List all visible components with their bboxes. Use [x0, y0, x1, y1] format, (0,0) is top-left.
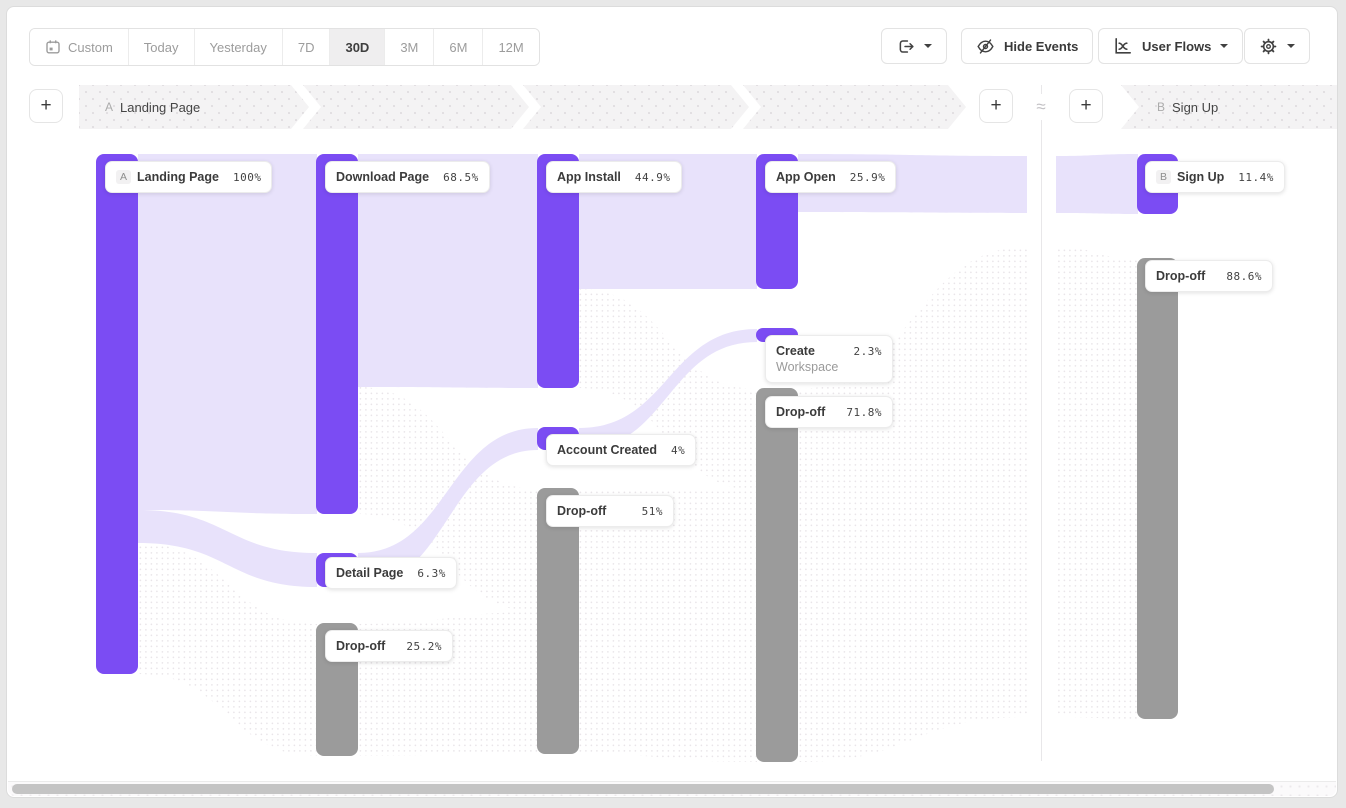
add-step-button-flow-b-start[interactable]: + [1069, 89, 1103, 123]
eye-off-icon [977, 38, 994, 54]
settings-button[interactable] [1244, 28, 1310, 64]
gear-icon [1260, 38, 1277, 54]
node-bar-dropoff-flow-b[interactable] [1137, 258, 1178, 719]
node-bar-dropoff-step4[interactable] [756, 388, 798, 762]
event-flow-ribbons [138, 154, 1138, 587]
flow-a-badge: A [105, 100, 114, 114]
add-step-button-left[interactable]: + [29, 89, 63, 123]
date-range-12m[interactable]: 12M [482, 29, 539, 65]
flow-landing-to-detail[interactable] [138, 510, 317, 587]
user-flows-canvas [96, 154, 1178, 762]
flow-landing-to-download[interactable] [138, 154, 317, 514]
flow-a-step-4-segment[interactable] [743, 85, 966, 129]
view-selector-button[interactable]: User Flows [1098, 28, 1244, 64]
node-badge-a: A [116, 170, 132, 184]
hide-events-label: Hide Events [1004, 38, 1079, 54]
node-label-dropoff-step3[interactable]: Drop-off 51% [546, 495, 674, 527]
node-bar-dropoff-step3[interactable] [537, 488, 579, 754]
date-range-label: Custom [68, 39, 113, 55]
node-badge-b: B [1156, 170, 1172, 184]
chevron-down-icon [1287, 44, 1295, 48]
node-bar-app-install[interactable] [537, 154, 579, 388]
date-range-3m[interactable]: 3M [384, 29, 434, 65]
node-label-dropoff-flow-b[interactable]: Drop-off 88.6% [1145, 260, 1273, 292]
flow-a-step-3-segment[interactable] [523, 85, 749, 129]
node-bar-download-page[interactable] [316, 154, 358, 514]
export-button[interactable] [881, 28, 947, 64]
date-range-6m[interactable]: 6M [433, 29, 483, 65]
node-label-dropoff-step4[interactable]: Drop-off 71.8% [765, 396, 893, 428]
flow-dropoff-continuation-a [798, 247, 1027, 762]
flow-connector-symbol: ≈ [1029, 94, 1053, 120]
flow-b-start-event-label: Sign Up [1172, 99, 1219, 115]
date-range-7d[interactable]: 7D [281, 29, 330, 65]
flow-account-to-createws[interactable] [579, 329, 757, 450]
node-label-landing-page[interactable]: A Landing Page 100% [105, 161, 273, 193]
user-flows-panel: Custom Today Yesterday 7D 30D 3M 6M 12M … [6, 6, 1338, 798]
add-step-button-flow-a-end[interactable]: + [979, 89, 1013, 123]
date-range-today[interactable]: Today [127, 29, 194, 65]
flow-download-to-appinstall[interactable] [358, 154, 538, 388]
node-label-download-page[interactable]: Download Page 68.5% [325, 161, 490, 193]
horizontal-scrollbar-track[interactable] [8, 781, 1336, 796]
flow-detail-to-account[interactable] [358, 428, 538, 587]
flow-b-step-1-segment[interactable]: B Sign Up [1121, 85, 1337, 129]
node-label-app-open[interactable]: App Open 25.9% [765, 161, 897, 193]
flow-a-start-event-label: Landing Page [120, 99, 201, 115]
chevron-down-icon [1220, 44, 1229, 48]
date-range-selector: Custom Today Yesterday 7D 30D 3M 6M 12M [29, 28, 540, 66]
node-label-dropoff-step2[interactable]: Drop-off 25.2% [325, 630, 453, 662]
node-bars [96, 154, 1178, 762]
node-label-app-install[interactable]: App Install 44.9% [546, 161, 682, 193]
horizontal-scrollbar-thumb[interactable] [12, 784, 1274, 794]
date-range-custom[interactable]: Custom [30, 29, 128, 65]
export-icon [899, 39, 914, 53]
node-label-create-workspace[interactable]: Create 2.3% Workspace [765, 335, 893, 383]
flow-a-step-1-segment[interactable]: A Landing Page [79, 85, 309, 129]
dropoff-flow-ribbons [138, 247, 1138, 762]
node-bar-landing-page[interactable] [96, 154, 138, 674]
chevron-down-icon [924, 44, 932, 48]
calendar-icon [46, 40, 60, 54]
node-label-sign-up[interactable]: B Sign Up 11.4% [1145, 161, 1285, 193]
flow-landing-to-dropoff [138, 543, 317, 756]
hide-events-button[interactable]: Hide Events [961, 28, 1094, 64]
flow-continuation-to-signup[interactable] [1056, 154, 1138, 214]
date-range-30d[interactable]: 30D [329, 29, 385, 65]
flow-b-badge: B [1157, 100, 1166, 114]
date-range-yesterday[interactable]: Yesterday [193, 29, 282, 65]
node-label-account-created[interactable]: Account Created 4% [546, 434, 697, 466]
node-label-detail-page[interactable]: Detail Page 6.3% [325, 557, 457, 589]
view-selector-label: User Flows [1142, 38, 1212, 54]
flow-dropoff3-carry [579, 489, 757, 762]
flow-section-divider [1041, 85, 1042, 761]
flow-dropoff-continuation-b [1056, 247, 1138, 719]
flow-a-step-2-segment[interactable] [303, 85, 529, 129]
user-flows-icon [1115, 38, 1131, 54]
